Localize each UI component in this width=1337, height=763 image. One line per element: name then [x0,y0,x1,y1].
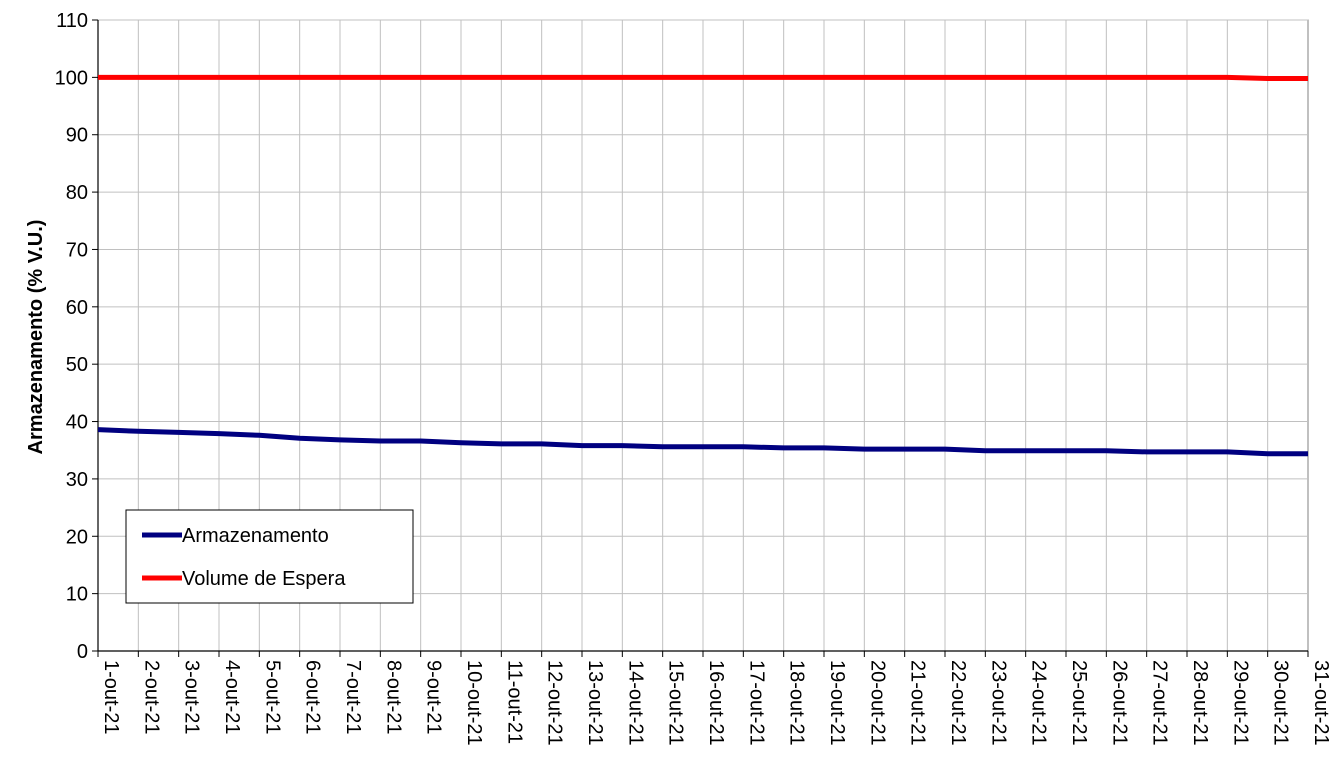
y-tick-label: 100 [55,67,88,89]
x-tick-label: 12-out-21 [544,660,566,746]
x-tick-label: 23-out-21 [987,660,1009,746]
series [97,74,1308,457]
legend-label-volume-de-espera: Volume de Espera [182,568,346,590]
x-tick-label: 10-out-21 [463,660,485,746]
y-tick-label: 40 [66,412,88,434]
y-tick-labels: 0 10 20 30 40 50 60 70 80 90 100 110 [55,10,88,663]
x-tick-label: 3-out-21 [181,660,203,735]
y-tick-label: 30 [66,469,88,491]
x-tick-label: 4-out-21 [221,660,243,735]
x-tick-label: 15-out-21 [665,660,687,746]
x-tick-label: 28-out-21 [1189,660,1211,746]
y-axis-title: Armazenamento (% V.U.) [25,220,47,455]
legend: Armazenamento Volume de Espera [125,509,414,604]
y-tick-label: 20 [66,526,88,548]
x-tick-label: 7-out-21 [342,660,364,735]
legend-label-armazenamento: Armazenamento [182,525,329,547]
axes [92,19,1309,657]
y-tick-label: 70 [66,239,88,261]
x-tick-label: 5-out-21 [261,660,283,735]
x-tick-label: 19-out-21 [826,660,848,746]
x-tick-labels: 1-out-21 2-out-21 3-out-21 4-out-21 5-out-21… [100,660,1332,746]
x-tick-label: 29-out-21 [1229,660,1251,746]
y-tick-label: 110 [56,10,88,32]
x-tick-label: 26-out-21 [1108,660,1130,746]
y-tick-label: 60 [66,297,88,319]
x-tick-label: 21-out-21 [907,660,929,746]
x-tick-label: 16-out-21 [705,660,727,746]
x-tick-label: 1-out-21 [100,660,122,735]
x-tick-label: 17-out-21 [745,660,767,746]
legend-box [125,509,414,604]
x-tick-label: 8-out-21 [382,660,404,735]
y-tick-label: 10 [66,584,88,606]
x-tick-label: 9-out-21 [423,660,445,735]
x-tick-label: 27-out-21 [1149,660,1171,746]
x-tick-label: 14-out-21 [624,660,646,746]
x-tick-label: 2-out-21 [140,660,162,735]
y-tick-label: 0 [77,641,88,663]
x-tick-label: 31-out-21 [1310,660,1332,746]
y-tick-label: 90 [66,125,88,147]
x-tick-label: 24-out-21 [1028,660,1050,746]
y-tick-label: 50 [66,354,88,376]
x-tick-label: 30-out-21 [1270,660,1292,746]
x-tick-label: 13-out-21 [584,660,606,746]
y-tick-label: 80 [66,182,88,204]
x-tick-label: 20-out-21 [866,660,888,746]
x-tick-label: 18-out-21 [786,660,808,746]
x-tick-label: 22-out-21 [947,660,969,746]
x-tick-label: 6-out-21 [302,660,324,735]
x-tick-label: 25-out-21 [1068,660,1090,746]
x-tick-label: 11-out-21 [503,660,525,744]
series-line-armazenamento [97,427,1308,457]
series-line-volume-de-espera [98,74,1308,81]
